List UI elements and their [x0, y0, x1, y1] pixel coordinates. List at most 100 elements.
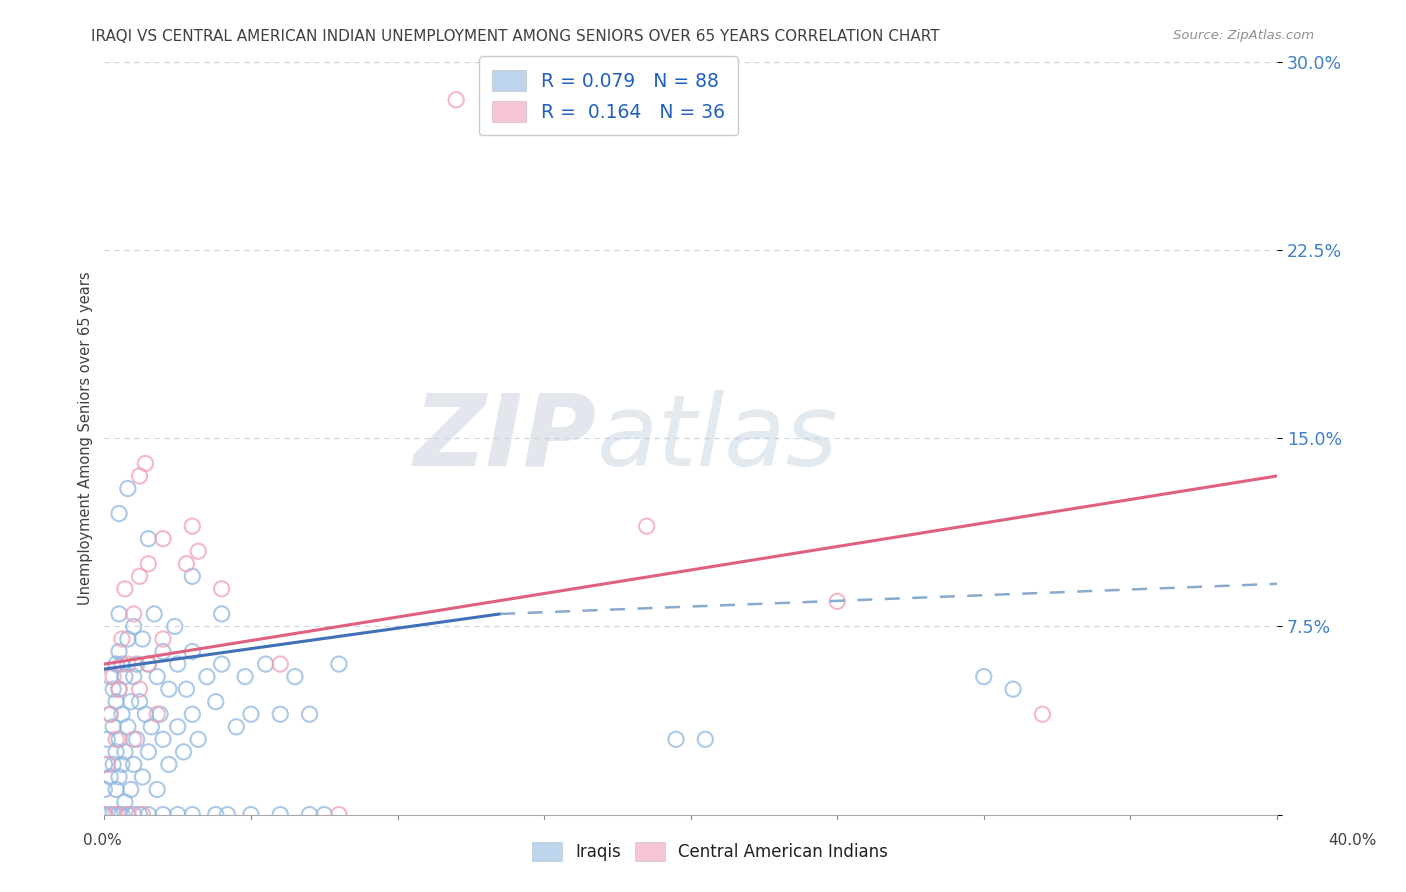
- Point: [108, 682, 131, 697]
- Point: [122, 807, 145, 822]
- Point: [149, 707, 172, 722]
- Point: [117, 720, 139, 734]
- Point: [98, 707, 121, 722]
- Point: [134, 457, 156, 471]
- Point: [128, 695, 150, 709]
- Point: [111, 657, 134, 671]
- Point: [93, 757, 115, 772]
- Point: [111, 632, 134, 646]
- Point: [138, 745, 160, 759]
- Text: IRAQI VS CENTRAL AMERICAN INDIAN UNEMPLOYMENT AMONG SENIORS OVER 65 YEARS CORREL: IRAQI VS CENTRAL AMERICAN INDIAN UNEMPLO…: [91, 29, 941, 44]
- Point: [825, 594, 848, 608]
- Point: [128, 682, 150, 697]
- Point: [665, 732, 688, 747]
- Point: [269, 807, 291, 822]
- Point: [157, 682, 180, 697]
- Point: [111, 707, 134, 722]
- Point: [217, 807, 239, 822]
- Text: atlas: atlas: [598, 390, 838, 487]
- Point: [284, 670, 307, 684]
- Point: [269, 657, 291, 671]
- Point: [138, 532, 160, 546]
- Point: [146, 707, 169, 722]
- Point: [120, 782, 142, 797]
- Point: [114, 670, 136, 684]
- Point: [117, 807, 139, 822]
- Point: [181, 707, 204, 722]
- Point: [973, 670, 995, 684]
- Point: [204, 695, 226, 709]
- Point: [211, 582, 233, 596]
- Text: 0.0%: 0.0%: [83, 833, 122, 847]
- Point: [108, 507, 131, 521]
- Point: [314, 807, 336, 822]
- Point: [254, 657, 277, 671]
- Text: 40.0%: 40.0%: [1329, 833, 1376, 847]
- Point: [128, 569, 150, 583]
- Point: [120, 695, 142, 709]
- Point: [173, 745, 195, 759]
- Point: [122, 757, 145, 772]
- Point: [101, 682, 124, 697]
- Point: [96, 757, 118, 772]
- Point: [146, 670, 169, 684]
- Point: [444, 93, 467, 107]
- Point: [122, 607, 145, 621]
- Point: [117, 807, 139, 822]
- Point: [131, 807, 153, 822]
- Point: [108, 682, 131, 697]
- Point: [695, 732, 717, 747]
- Point: [122, 619, 145, 633]
- Point: [204, 807, 226, 822]
- Point: [111, 807, 134, 822]
- Point: [117, 657, 139, 671]
- Point: [111, 757, 134, 772]
- Point: [181, 644, 204, 658]
- Point: [163, 619, 186, 633]
- Point: [108, 807, 131, 822]
- Point: [114, 795, 136, 809]
- Point: [105, 695, 128, 709]
- Point: [152, 632, 174, 646]
- Point: [636, 519, 658, 533]
- Point: [181, 569, 204, 583]
- Point: [1031, 707, 1053, 722]
- Text: Source: ZipAtlas.com: Source: ZipAtlas.com: [1174, 29, 1315, 42]
- Point: [117, 632, 139, 646]
- Point: [181, 807, 204, 822]
- Point: [166, 657, 188, 671]
- Point: [98, 670, 121, 684]
- Point: [328, 657, 350, 671]
- Point: [128, 469, 150, 483]
- Point: [98, 707, 121, 722]
- Point: [117, 482, 139, 496]
- Point: [141, 720, 163, 734]
- Point: [157, 757, 180, 772]
- Point: [98, 807, 121, 822]
- Point: [128, 807, 150, 822]
- Point: [96, 732, 118, 747]
- Point: [187, 732, 209, 747]
- Point: [233, 670, 256, 684]
- Point: [108, 644, 131, 658]
- Point: [152, 732, 174, 747]
- Point: [131, 632, 153, 646]
- Point: [143, 607, 166, 621]
- Point: [138, 557, 160, 571]
- Point: [328, 807, 350, 822]
- Y-axis label: Unemployment Among Seniors over 65 years: Unemployment Among Seniors over 65 years: [79, 271, 93, 605]
- Point: [166, 807, 188, 822]
- Point: [152, 807, 174, 822]
- Point: [101, 720, 124, 734]
- Point: [101, 807, 124, 822]
- Point: [239, 807, 262, 822]
- Point: [101, 757, 124, 772]
- Point: [108, 607, 131, 621]
- Point: [108, 770, 131, 784]
- Point: [105, 732, 128, 747]
- Point: [93, 782, 115, 797]
- Point: [152, 532, 174, 546]
- Legend: Iraqis, Central American Indians: Iraqis, Central American Indians: [526, 835, 894, 868]
- Point: [239, 707, 262, 722]
- Point: [93, 807, 115, 822]
